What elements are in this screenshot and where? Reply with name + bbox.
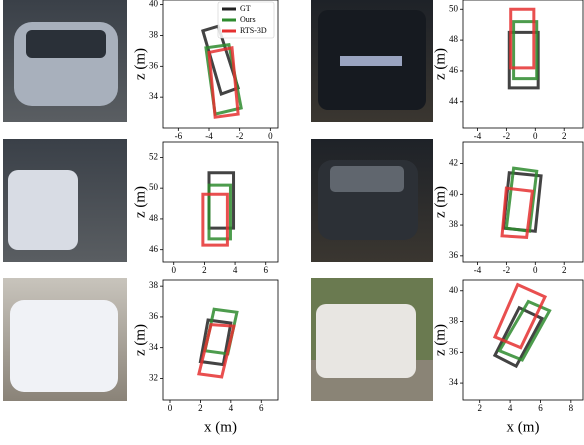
bbox-polygon [197,323,236,379]
x-tick-label: 2 [198,403,203,413]
car-plate [340,56,402,66]
y-tick-label: 40 [449,188,459,198]
y-tick-label: 50 [449,3,459,13]
x-tick-label: 4 [233,265,238,275]
y-axis-label: z (m) [132,48,148,80]
x-tick-label: 6 [538,403,543,413]
x-tick-label: -2 [503,265,511,275]
legend-label: Ours [240,15,256,24]
y-axis-label: z (m) [132,186,148,218]
plot: -4 -2 0 2 44 46 48 50 z (m) [432,0,584,141]
car-shape [10,300,118,392]
bbox-polygon [207,46,240,119]
plot: 0 2 4 6 32 34 36 38 z (m) x (m) [132,279,279,435]
car-window [330,166,404,192]
y-tick-label: 36 [449,250,459,260]
bbox-polygon [492,282,548,350]
x-tick-label: 4 [508,403,513,413]
y-tick-label: 36 [149,60,159,70]
x-axis-label: x (m) [204,419,237,435]
bbox-polygon [500,186,535,239]
car-window [26,30,106,58]
y-tick-label: 44 [449,96,459,106]
bbox-polygon [507,30,540,90]
x-tick-label: 2 [562,265,567,275]
car-images [3,0,433,401]
y-tick-label: 36 [149,311,159,321]
y-tick-label: 34 [149,342,159,352]
y-tick-label: 34 [449,377,459,387]
x-tick-label: 0 [268,131,273,141]
axes-frame [462,279,584,401]
y-tick-label: 40 [449,285,459,295]
y-tick-label: 42 [449,158,458,168]
bbox-polygon [207,183,232,241]
y-tick-label: 40 [149,0,159,9]
legend-box [217,1,275,39]
y-tick-label: 38 [149,280,159,290]
axes-frame [462,141,584,263]
bbox-polygon [504,166,539,233]
axes-frame [162,141,279,263]
y-tick-label: 32 [149,373,158,383]
y-tick-label: 46 [449,65,459,75]
bbox-polygon [512,20,539,81]
y-tick-label: 38 [149,30,159,40]
x-axis-label: x (m) [507,419,540,435]
y-axis-label: z (m) [432,186,448,218]
y-tick-label: 52 [149,151,158,161]
car-shape [316,304,416,378]
x-tick-label: -2 [503,131,511,141]
bbox-polygon [497,299,552,362]
x-tick-label: 2 [477,403,482,413]
y-tick-label: 36 [449,346,459,356]
y-tick-label: 46 [149,244,159,254]
axes-frame [462,0,584,129]
legend-label: GT [240,4,251,13]
bbox-polygon [509,7,536,70]
x-tick-label: 0 [171,265,176,275]
y-tick-label: 38 [449,316,459,326]
x-tick-label: 0 [533,131,538,141]
bbox-polygon [201,192,229,247]
x-tick-label: 4 [229,403,234,413]
x-tick-label: 2 [202,265,207,275]
car-shape [8,170,78,250]
plot: -6 -4 -2 0 34 36 38 40 z (m) GT Ours RTS-3D [132,0,279,141]
x-tick-label: 6 [263,265,268,275]
x-tick-label: -4 [474,131,482,141]
axes-frame [162,279,279,401]
axes-frame [162,0,279,129]
y-tick-label: 34 [149,91,159,101]
x-tick-label: -2 [236,131,244,141]
y-tick-label: 48 [149,213,159,223]
y-axis-label: z (m) [432,324,448,356]
plot: -4 -2 0 2 36 38 40 42 z (m) [432,141,584,275]
y-tick-label: 48 [449,34,459,44]
x-tick-label: -4 [205,131,213,141]
plot: 2 4 6 8 34 36 38 40 z (m) x (m) [432,279,584,435]
x-tick-label: 0 [168,403,173,413]
x-tick-label: 6 [259,403,264,413]
y-axis-label: z (m) [432,48,448,80]
y-tick-label: 38 [449,219,459,229]
y-tick-label: 50 [149,182,159,192]
legend-label: RTS-3D [240,26,267,35]
x-tick-label: -6 [175,131,183,141]
y-axis-label: z (m) [132,324,148,356]
x-tick-label: 0 [533,265,538,275]
x-tick-label: 8 [569,403,574,413]
x-tick-label: 2 [562,131,567,141]
x-tick-label: -4 [474,265,482,275]
